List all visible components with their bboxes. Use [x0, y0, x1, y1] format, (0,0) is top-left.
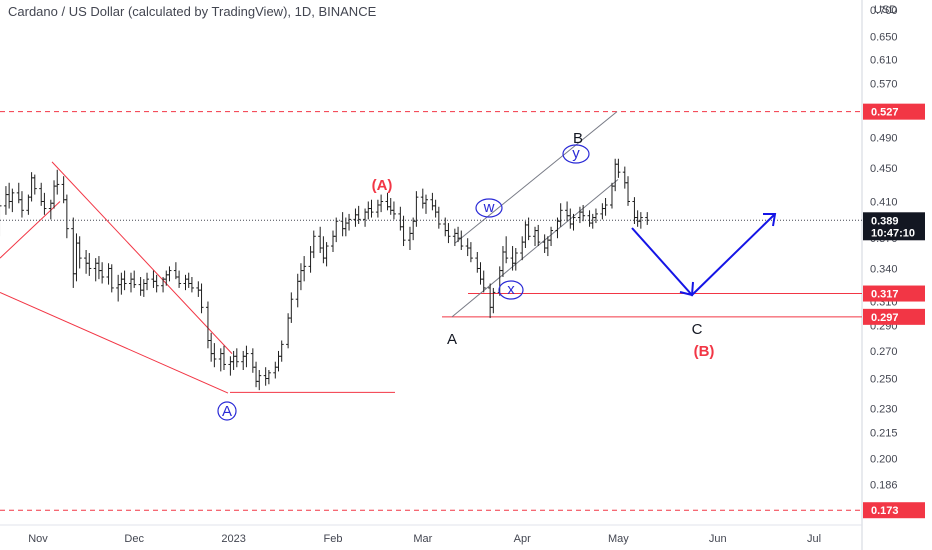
time-tick-label: Jul [807, 533, 821, 545]
time-tick-label: Dec [124, 533, 144, 545]
level-badge-label: 0.173 [871, 505, 899, 517]
level-badge-label: 0.317 [871, 289, 899, 301]
price-tick-label: 0.186 [870, 479, 898, 491]
time-tick-label: May [608, 533, 629, 545]
wave-label-a-paren: (A) [372, 177, 393, 194]
level-badge [863, 308, 925, 325]
wave-circle-w [475, 198, 503, 218]
price-tick-label: 0.650 [870, 32, 898, 44]
price-tick-label: 0.490 [870, 133, 898, 145]
price-axis-unit: USD [874, 4, 897, 16]
wave-label-a: A [447, 331, 457, 348]
left-trend-line [0, 201, 61, 259]
price-bars [0, 158, 650, 391]
wave-label-b-paren: (B) [694, 343, 715, 360]
wave-label-y: y [572, 145, 580, 162]
wedge-lower-line [0, 291, 229, 394]
level-badge-label: 0.527 [871, 107, 899, 119]
price-tick-label: 0.450 [870, 163, 898, 175]
wave-label-c: C [692, 321, 703, 338]
time-tick-label: 2023 [221, 533, 245, 545]
price-tick-label: 0.340 [870, 263, 898, 275]
time-tick-label: Mar [413, 533, 432, 545]
time-axis: Nov Dec 2023 Feb Mar Apr May Jun Jul [28, 533, 821, 545]
wave-labels: A (A) Aw x yB C (B) [217, 130, 715, 421]
trend-drawings [0, 111, 619, 394]
price-tick-label: 0.215 [870, 427, 898, 439]
wave-circle-a [217, 401, 237, 421]
wave-circle-x [498, 280, 524, 300]
wave-circle-y [562, 144, 590, 164]
price-tick-label: 0.700 [870, 5, 898, 17]
wave-label-w: w [483, 199, 495, 216]
chart-title: Cardano / US Dollar (calculated by Tradi… [8, 4, 377, 19]
last-price-badge [863, 212, 925, 241]
time-tick-label: Nov [28, 533, 48, 545]
wedge-upper-line [51, 161, 233, 354]
price-tick-label: 0.570 [870, 79, 898, 91]
wave-label-x: x [507, 281, 515, 298]
price-tick-label: 0.410 [870, 196, 898, 208]
level-badge [863, 103, 925, 120]
channel-upper-line [454, 111, 618, 244]
price-tick-label: 0.230 [870, 403, 898, 415]
projection-path [631, 213, 776, 297]
level-badge [863, 285, 925, 302]
price-tick-label: 0.200 [870, 453, 898, 465]
time-tick-label: Feb [324, 533, 343, 545]
price-tick-label: 0.610 [870, 54, 898, 66]
wave-label-b: B [573, 130, 583, 147]
price-tick-label: 0.250 [870, 373, 898, 385]
level-badge-label: 0.297 [871, 312, 899, 324]
projection-arrowhead-down [679, 281, 694, 297]
projection-arrows [631, 213, 777, 297]
time-tick-label: Jun [709, 533, 727, 545]
price-tick-label: 0.270 [870, 346, 898, 358]
last-price-label: 0.389 [871, 215, 899, 227]
channel-lower-line [451, 179, 619, 318]
horizontal-levels [0, 111, 862, 511]
time-tick-label: Apr [514, 533, 531, 545]
wave-label-a-circle: A [222, 403, 232, 420]
projection-arrowhead-up [763, 213, 777, 227]
countdown-label: 10:47:10 [871, 227, 915, 239]
level-badge [863, 502, 925, 519]
price-axis: 0.7000.6500.6100.5700.5300.4900.4500.410… [870, 5, 898, 517]
